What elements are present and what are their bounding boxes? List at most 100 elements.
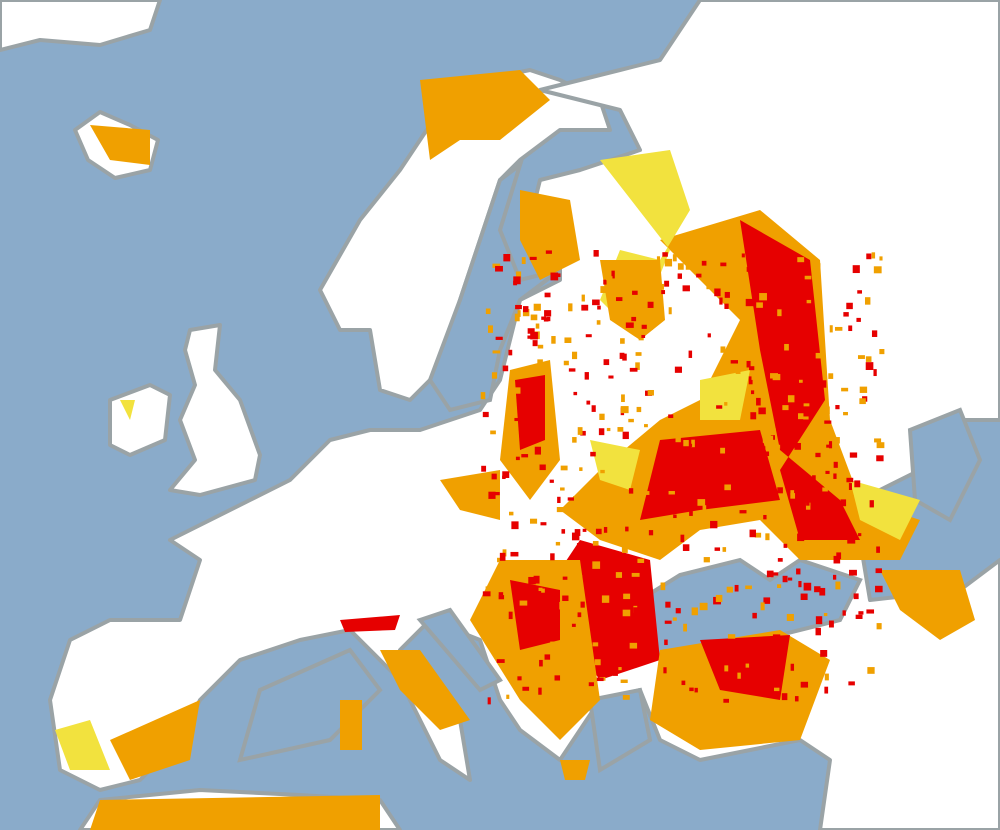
risk-speck [635,362,640,370]
risk-speck [766,570,774,578]
risk-speck [664,258,673,267]
risk-speck [659,695,664,702]
risk-speck [482,591,491,597]
risk-speck [593,601,601,605]
risk-speck [741,253,745,258]
risk-speck [615,297,623,302]
risk-speck [805,502,811,510]
risk-speck [849,569,857,576]
risk-speck [502,471,510,478]
risk-speck [608,375,614,379]
risk-speck [724,402,728,406]
risk-speck [618,667,622,671]
risk-speck [656,256,661,262]
risk-speck [734,584,739,592]
risk-speck [680,534,685,543]
risk-speck [715,594,723,603]
risk-speck [773,444,781,449]
risk-speck [629,642,638,649]
risk-speck [701,260,707,266]
risk-speck [599,481,604,490]
risk-speck [683,698,689,706]
risk-speck [571,351,578,360]
risk-speck [551,336,556,344]
risk-speck [750,668,755,675]
risk-speck [613,668,618,676]
risk-speck [681,680,686,686]
risk-speck [656,283,664,290]
risk-speck [768,435,774,441]
risk-speck [822,380,827,388]
risk-speck [786,613,794,621]
risk-speck [557,496,561,504]
risk-speck [564,337,572,343]
risk-speck [849,452,858,458]
risk-patch-medium [90,125,150,165]
risk-speck [782,575,788,583]
risk-speck [571,623,576,627]
risk-speck [854,480,861,488]
risk-speck [800,593,808,601]
risk-speck [530,314,538,321]
risk-speck [592,299,600,306]
risk-speck [825,470,830,474]
risk-speck [523,306,529,313]
risk-speck [789,685,797,692]
risk-speck [550,553,555,561]
risk-speck [734,334,742,339]
risk-patch-low [700,370,750,420]
risk-speck [772,298,780,306]
risk-speck [539,473,544,478]
risk-speck [829,507,836,511]
risk-speck [654,689,663,693]
risk-speck [617,510,623,519]
risk-speck [529,256,537,260]
risk-speck [724,291,730,298]
risk-speck [867,667,875,674]
risk-speck [831,443,835,447]
risk-speck [804,275,812,280]
risk-speck [522,686,530,691]
risk-speck [683,440,689,447]
risk-speck [580,601,585,608]
risk-speck [699,602,708,611]
risk-speck [628,418,634,423]
risk-speck [765,533,770,541]
risk-speck [580,430,586,436]
risk-speck [485,308,491,315]
risk-speck [504,583,510,590]
risk-speck [797,257,805,263]
risk-speck [712,421,721,427]
risk-speck [514,417,521,422]
risk-speck [741,360,747,367]
risk-speck [777,558,783,562]
risk-speck [756,302,763,308]
risk-speck [750,412,757,420]
risk-speck [553,273,561,278]
risk-speck [763,682,770,688]
risk-speck [499,552,506,561]
risk-speck [649,324,653,330]
risk-speck [611,261,617,267]
risk-speck [484,616,491,623]
risk-speck [581,304,589,311]
risk-speck [833,461,838,468]
risk-speck [676,502,680,507]
risk-speck [813,331,818,339]
risk-speck [848,325,853,332]
risk-speck [560,465,568,471]
risk-speck [517,310,521,317]
risk-speck [679,670,686,677]
risk-speck [599,413,605,420]
risk-speck [760,602,765,611]
risk-speck [873,266,882,274]
risk-speck [528,576,536,585]
risk-speck [664,280,670,287]
risk-speck [641,324,647,329]
risk-speck [647,301,654,308]
risk-speck [810,529,819,533]
risk-speck [675,434,681,443]
risk-speck [876,623,882,630]
risk-speck [514,313,520,322]
risk-speck [591,405,596,412]
